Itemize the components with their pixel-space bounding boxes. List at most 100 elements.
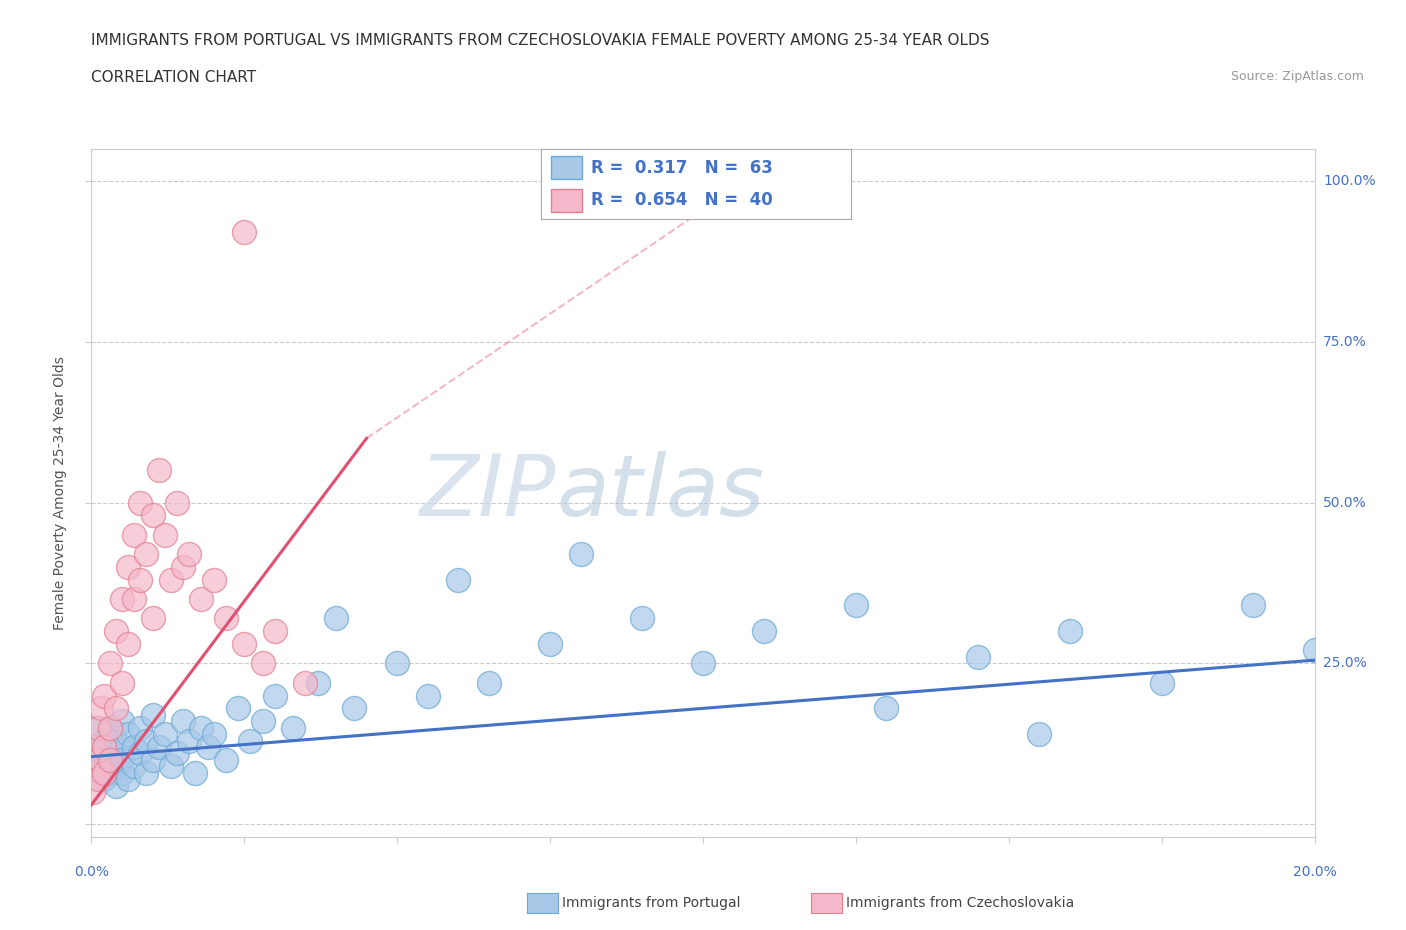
Point (385, 656, 409, 671)
Point (447, 572, 470, 587)
Text: ZIP: ZIP (420, 451, 557, 535)
Point (141, 708, 163, 723)
Point (190, 591, 212, 606)
Text: Immigrants from Czechoslovakia: Immigrants from Czechoslovakia (846, 896, 1074, 910)
Point (141, 752, 163, 767)
Point (93, 739, 115, 754)
Point (264, 624, 287, 639)
Point (86, 752, 108, 767)
Text: 50.0%: 50.0% (1323, 496, 1367, 510)
Point (252, 714, 274, 729)
Point (104, 778, 127, 793)
Point (283, 720, 305, 735)
Text: atlas: atlas (557, 451, 765, 535)
Point (98, 765, 121, 780)
Point (538, 637, 561, 652)
Point (153, 527, 176, 542)
Point (129, 495, 152, 510)
Point (226, 701, 249, 716)
Point (845, 598, 868, 613)
Point (111, 714, 134, 729)
Point (98, 746, 121, 761)
Point (86, 772, 108, 787)
Point (148, 739, 170, 754)
Point (111, 591, 134, 606)
Point (135, 547, 157, 562)
Point (215, 611, 238, 626)
Point (343, 701, 366, 716)
Point (111, 675, 134, 690)
Point (202, 572, 225, 587)
Point (135, 733, 157, 748)
Point (82, 785, 104, 800)
Y-axis label: Female Poverty Among 25-34 Year Olds: Female Poverty Among 25-34 Year Olds (53, 356, 67, 630)
Point (111, 765, 134, 780)
Point (631, 611, 654, 626)
Point (307, 675, 329, 690)
Point (83, 752, 105, 767)
Point (1243, 598, 1265, 613)
Point (325, 611, 347, 626)
Point (184, 765, 207, 780)
Point (692, 656, 714, 671)
Point (1028, 726, 1050, 741)
Text: Source: ZipAtlas.com: Source: ZipAtlas.com (1230, 70, 1364, 83)
Point (93, 765, 115, 780)
Point (1059, 624, 1081, 639)
Point (104, 759, 127, 774)
Point (83, 739, 105, 754)
Point (141, 508, 163, 523)
Point (478, 675, 501, 690)
Point (264, 688, 287, 703)
FancyBboxPatch shape (551, 156, 582, 179)
Point (82, 765, 104, 780)
Point (754, 624, 776, 639)
Point (172, 560, 194, 575)
Point (117, 560, 139, 575)
Point (875, 701, 898, 716)
Point (202, 726, 225, 741)
Point (252, 656, 274, 671)
Point (98, 720, 121, 735)
Point (122, 527, 145, 542)
Point (153, 726, 176, 741)
Point (179, 547, 201, 562)
Text: CORRELATION CHART: CORRELATION CHART (91, 70, 256, 85)
Point (93, 772, 115, 787)
Text: 100.0%: 100.0% (1323, 174, 1375, 188)
Point (239, 733, 262, 748)
Text: 20.0%: 20.0% (1292, 865, 1337, 879)
Point (98, 656, 121, 671)
Point (98, 720, 121, 735)
Point (104, 624, 127, 639)
Text: 25.0%: 25.0% (1323, 657, 1367, 671)
Point (90, 739, 112, 754)
Point (166, 746, 188, 761)
Point (129, 746, 152, 761)
Point (1303, 643, 1326, 658)
Point (233, 637, 256, 652)
Point (1150, 675, 1173, 690)
Point (122, 739, 145, 754)
Point (122, 759, 145, 774)
Text: 0.0%: 0.0% (75, 865, 108, 879)
Point (166, 495, 188, 510)
Text: 75.0%: 75.0% (1323, 335, 1367, 349)
Point (86, 720, 108, 735)
Text: R =  0.317   N =  63: R = 0.317 N = 63 (591, 159, 773, 177)
Point (179, 733, 201, 748)
Point (86, 765, 108, 780)
Point (172, 714, 194, 729)
Point (104, 733, 127, 748)
Point (122, 591, 145, 606)
Point (197, 739, 219, 754)
Point (111, 752, 134, 767)
Point (967, 649, 990, 664)
Point (233, 225, 256, 240)
Text: R =  0.654   N =  40: R = 0.654 N = 40 (591, 192, 772, 209)
FancyBboxPatch shape (551, 189, 582, 212)
Point (90, 701, 112, 716)
Point (86, 720, 108, 735)
Text: IMMIGRANTS FROM PORTUGAL VS IMMIGRANTS FROM CZECHOSLOVAKIA FEMALE POVERTY AMONG : IMMIGRANTS FROM PORTUGAL VS IMMIGRANTS F… (91, 33, 990, 47)
Point (135, 765, 157, 780)
